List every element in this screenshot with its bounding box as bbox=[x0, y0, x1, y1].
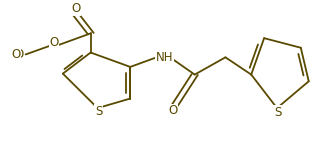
Text: S: S bbox=[95, 105, 102, 118]
Text: O: O bbox=[11, 48, 21, 61]
Text: NH: NH bbox=[156, 51, 173, 64]
Text: O: O bbox=[15, 48, 24, 61]
Text: O: O bbox=[50, 36, 59, 49]
Text: O: O bbox=[169, 104, 178, 117]
Text: S: S bbox=[274, 106, 281, 119]
Text: O: O bbox=[71, 2, 80, 15]
